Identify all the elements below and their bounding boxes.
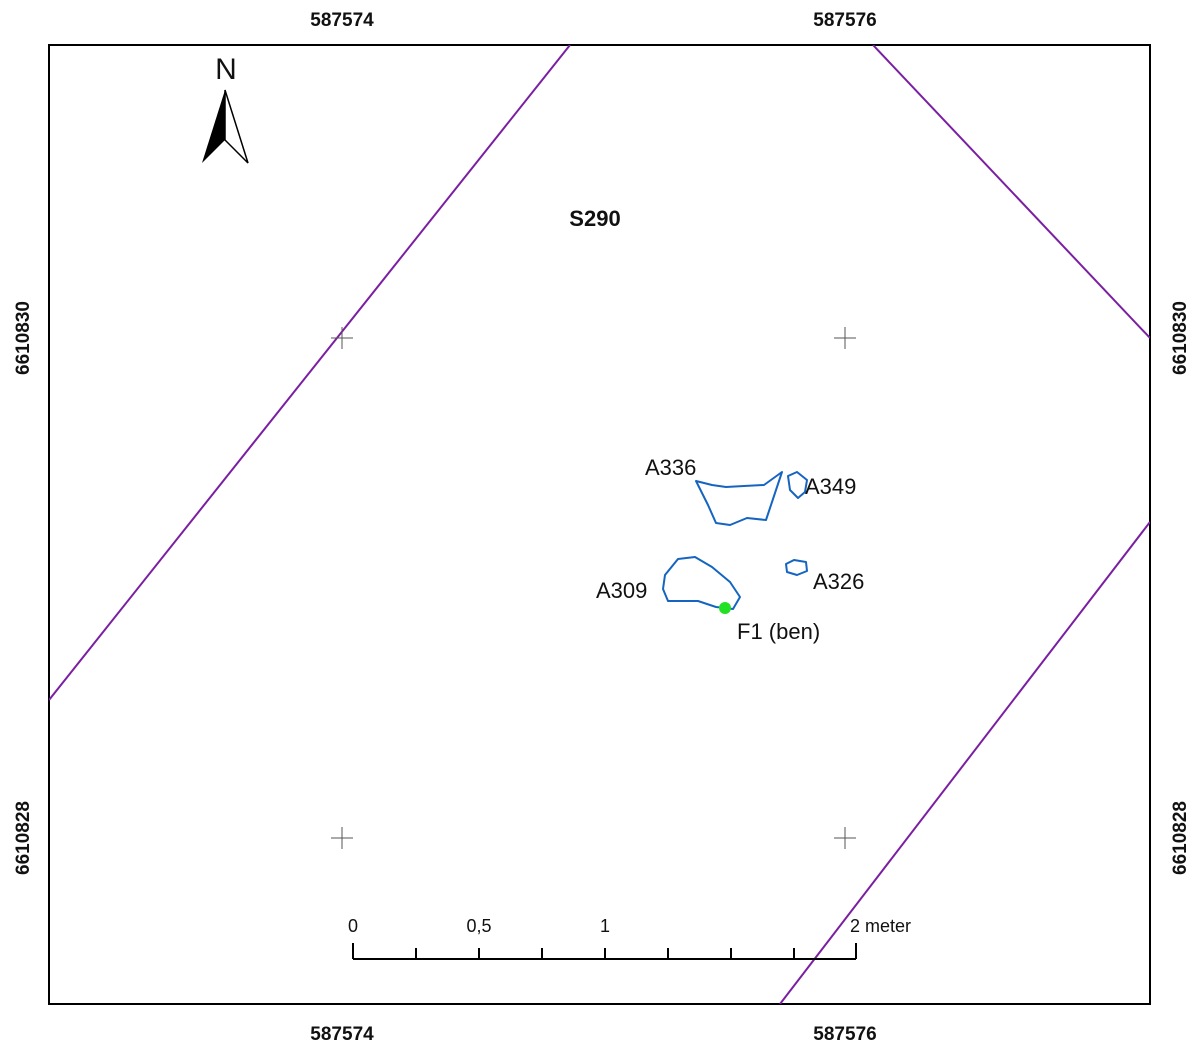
coord-right-upper: 6610830 (1170, 301, 1191, 375)
coord-left-lower: 6610828 (13, 801, 34, 875)
feature-a309-outline (662, 556, 741, 610)
grid-crosses (331, 327, 856, 849)
scale-label-0-5: 0,5 (466, 916, 491, 936)
find-point-f1 (719, 602, 731, 614)
grid-cross (834, 327, 856, 349)
coord-bottom-right: 587576 (813, 1024, 876, 1045)
map-frame (48, 44, 1151, 1005)
coord-top-left: 587574 (310, 10, 374, 31)
label-a326: A326 (813, 569, 864, 594)
feature-polygons (662, 471, 808, 610)
boundary-line-west (49, 45, 571, 701)
scale-ticks (352, 943, 857, 959)
feature-a349-outline (787, 471, 808, 499)
grid-cross (331, 327, 353, 349)
scale-bar: 0 0,5 1 2 meter (348, 916, 911, 960)
scale-label-0: 0 (348, 916, 358, 936)
grid-cross (331, 827, 353, 849)
coord-right-lower: 6610828 (1170, 801, 1191, 875)
scale-label-1: 1 (600, 916, 610, 936)
grid-cross (834, 827, 856, 849)
label-a336: A336 (645, 455, 696, 480)
label-f1: F1 (ben) (737, 619, 820, 644)
label-a349: A349 (805, 474, 856, 499)
coord-top-right: 587576 (813, 10, 876, 31)
boundary-lines (49, 45, 1150, 1004)
north-arrow-icon: N (202, 53, 249, 164)
label-a309: A309 (596, 578, 647, 603)
section-label: S290 (569, 206, 620, 231)
north-label: N (215, 53, 237, 86)
feature-a336-outline (695, 471, 783, 526)
coord-bottom-left: 587574 (310, 1024, 374, 1045)
boundary-line-southeast (779, 521, 1150, 1004)
feature-a326-outline (785, 559, 808, 576)
boundary-line-northeast (872, 45, 1150, 339)
coord-left-upper: 6610830 (13, 301, 34, 375)
scale-label-2-meter: 2 meter (850, 916, 911, 936)
